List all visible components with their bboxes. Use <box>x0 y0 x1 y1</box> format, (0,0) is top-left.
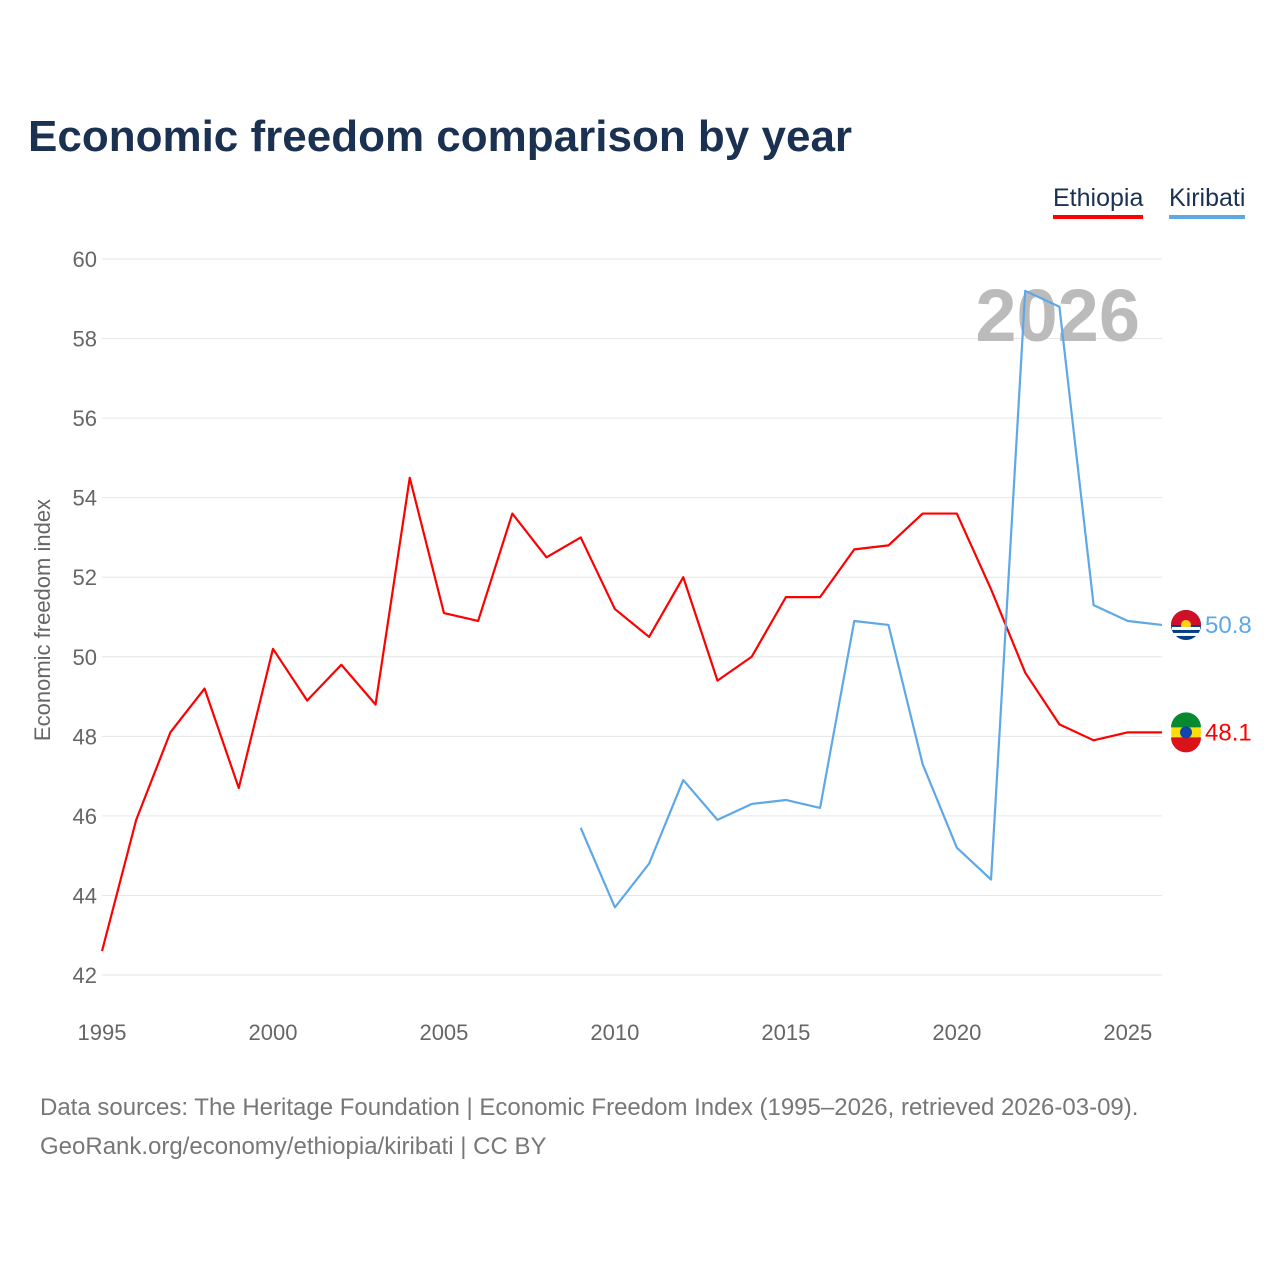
y-tick-label: 46 <box>73 804 97 829</box>
data-point-ethiopia[interactable] <box>305 699 309 703</box>
data-point-kiribati[interactable] <box>579 826 583 830</box>
data-point-ethiopia[interactable] <box>374 703 378 707</box>
footer-sources: Data sources: The Heritage Foundation | … <box>40 1094 1139 1121</box>
data-point-ethiopia[interactable] <box>408 476 412 480</box>
data-point-kiribati[interactable] <box>647 862 651 866</box>
x-tick-label: 2025 <box>1103 1020 1152 1045</box>
data-point-kiribati[interactable] <box>1057 305 1061 309</box>
end-value-label: 50.8 <box>1205 612 1252 639</box>
ethiopia-flag-icon <box>1171 712 1201 753</box>
data-point-ethiopia[interactable] <box>852 547 856 551</box>
y-tick-label: 44 <box>73 883 97 908</box>
data-point-ethiopia[interactable] <box>1023 671 1027 675</box>
data-point-kiribati[interactable] <box>784 798 788 802</box>
data-point-ethiopia[interactable] <box>784 595 788 599</box>
x-tick-label: 2010 <box>590 1020 639 1045</box>
data-point-ethiopia[interactable] <box>1160 730 1164 734</box>
y-tick-label: 50 <box>73 645 97 670</box>
x-tick-label: 2000 <box>248 1020 297 1045</box>
y-tick-label: 42 <box>73 963 97 988</box>
data-point-kiribati[interactable] <box>715 818 719 822</box>
footer: Data sources: The Heritage Foundation | … <box>40 1088 1138 1166</box>
y-tick-label: 60 <box>73 247 97 272</box>
y-tick-label: 52 <box>73 565 97 590</box>
data-point-kiribati[interactable] <box>852 619 856 623</box>
y-tick-label: 56 <box>73 406 97 431</box>
data-point-ethiopia[interactable] <box>613 607 617 611</box>
data-point-ethiopia[interactable] <box>681 575 685 579</box>
data-point-ethiopia[interactable] <box>545 555 549 559</box>
data-point-ethiopia[interactable] <box>955 512 959 516</box>
data-point-ethiopia[interactable] <box>750 655 754 659</box>
y-tick-label: 54 <box>73 486 97 511</box>
data-point-kiribati[interactable] <box>989 878 993 882</box>
data-point-ethiopia[interactable] <box>647 635 651 639</box>
data-point-kiribati[interactable] <box>613 905 617 909</box>
footer-link[interactable]: GeoRank.org/economy/ethiopia/kiribati | … <box>40 1133 547 1160</box>
data-point-ethiopia[interactable] <box>237 786 241 790</box>
data-point-ethiopia[interactable] <box>989 587 993 591</box>
data-point-ethiopia[interactable] <box>203 687 207 691</box>
x-tick-label: 2005 <box>419 1020 468 1045</box>
data-point-kiribati[interactable] <box>921 762 925 766</box>
data-point-ethiopia[interactable] <box>476 619 480 623</box>
x-tick-label: 2015 <box>761 1020 810 1045</box>
data-point-ethiopia[interactable] <box>1126 730 1130 734</box>
legend-kiribati[interactable]: Kiribati <box>1169 184 1246 219</box>
data-point-kiribati[interactable] <box>1092 603 1096 607</box>
y-axis-label: Economic freedom index <box>30 499 55 741</box>
data-point-kiribati[interactable] <box>955 846 959 850</box>
kiribati-flag-icon <box>1171 609 1201 640</box>
data-point-ethiopia[interactable] <box>715 679 719 683</box>
year-watermark: 2026 <box>975 274 1140 357</box>
data-point-ethiopia[interactable] <box>100 949 104 953</box>
data-point-ethiopia[interactable] <box>886 543 890 547</box>
data-point-kiribati[interactable] <box>1160 623 1164 627</box>
data-point-ethiopia[interactable] <box>339 663 343 667</box>
data-point-kiribati[interactable] <box>681 778 685 782</box>
chart-title: Economic freedom comparison by year <box>28 112 853 161</box>
end-value-label: 48.1 <box>1205 719 1252 746</box>
data-point-kiribati[interactable] <box>750 802 754 806</box>
series-line-kiribati[interactable] <box>579 289 1163 909</box>
data-point-ethiopia[interactable] <box>818 595 822 599</box>
data-point-ethiopia[interactable] <box>1057 722 1061 726</box>
data-point-ethiopia[interactable] <box>1092 738 1096 742</box>
data-point-ethiopia[interactable] <box>510 512 514 516</box>
x-tick-label: 2020 <box>932 1020 981 1045</box>
series-line-ethiopia[interactable] <box>100 476 1162 952</box>
y-tick-label: 48 <box>73 724 97 749</box>
data-point-ethiopia[interactable] <box>921 512 925 516</box>
data-point-kiribati[interactable] <box>1023 289 1027 293</box>
y-tick-label: 58 <box>73 327 97 352</box>
data-point-kiribati[interactable] <box>818 806 822 810</box>
data-point-kiribati[interactable] <box>886 623 890 627</box>
legend-ethiopia[interactable]: Ethiopia <box>1053 184 1144 219</box>
data-point-ethiopia[interactable] <box>271 647 275 651</box>
data-point-kiribati[interactable] <box>1126 619 1130 623</box>
data-point-ethiopia[interactable] <box>442 611 446 615</box>
data-point-ethiopia[interactable] <box>134 818 138 822</box>
data-point-ethiopia[interactable] <box>579 535 583 539</box>
x-tick-label: 1995 <box>78 1020 127 1045</box>
data-point-ethiopia[interactable] <box>168 730 172 734</box>
